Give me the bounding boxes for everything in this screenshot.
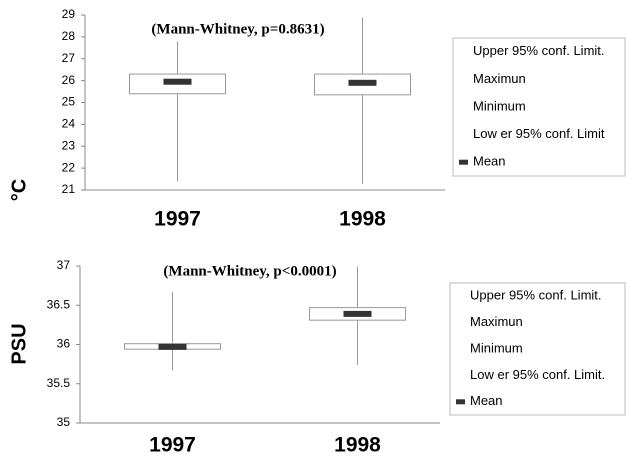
x-tick-label: 1997: [154, 208, 201, 231]
mean-mark: [158, 343, 187, 350]
chart-title: (Mann-Whitney, p=0.8631): [151, 21, 324, 37]
y-tick-label: 27: [62, 51, 76, 65]
legend-swatch: [456, 399, 465, 405]
y-tick-label: 28: [62, 29, 76, 43]
legend-label: Minimum: [470, 340, 523, 355]
y-tick-label: 25: [62, 95, 76, 109]
legend-label: Low er 95% conf. Limit.: [470, 367, 605, 382]
y-tick-label: 22: [62, 160, 76, 174]
y-tick-label: 23: [62, 138, 76, 152]
mean-mark: [343, 310, 372, 317]
chart-title: (Mann-Whitney, p<0.0001): [163, 263, 336, 279]
legend-label: Mean: [470, 393, 503, 408]
legend-label: Maximun: [473, 71, 526, 86]
y-tick-label: 29: [62, 7, 76, 21]
y-tick-label: 35.5: [47, 376, 71, 390]
y-tick-label: 24: [62, 117, 76, 131]
y-tick-label: 36: [57, 337, 71, 351]
legend-label: Minimum: [473, 98, 526, 113]
legend-label: Upper 95% conf. Limit.: [473, 43, 605, 58]
mean-mark: [163, 78, 192, 85]
y-tick-label: 26: [62, 73, 76, 87]
x-tick-label: 1997: [149, 434, 196, 457]
legend-label: Maximun: [470, 314, 523, 329]
y-tick-label: 37: [57, 258, 71, 272]
legend-swatch: [459, 159, 468, 165]
mean-mark: [348, 79, 377, 86]
x-tick-label: 1998: [334, 434, 381, 457]
legend-label: Upper 95% conf. Limit.: [470, 288, 602, 303]
legend-label: Low er 95% conf. Limit: [473, 126, 605, 141]
legend-label: Mean: [473, 154, 506, 169]
y-tick-label: 35: [57, 415, 71, 429]
y-axis-label: PSU: [8, 323, 30, 364]
y-tick-label: 21: [62, 182, 76, 196]
y-axis-label: °C: [8, 179, 30, 201]
x-tick-label: 1998: [339, 208, 386, 231]
legend-box: [449, 282, 626, 416]
y-tick-label: 36.5: [47, 297, 71, 311]
legend-box: [452, 37, 626, 177]
